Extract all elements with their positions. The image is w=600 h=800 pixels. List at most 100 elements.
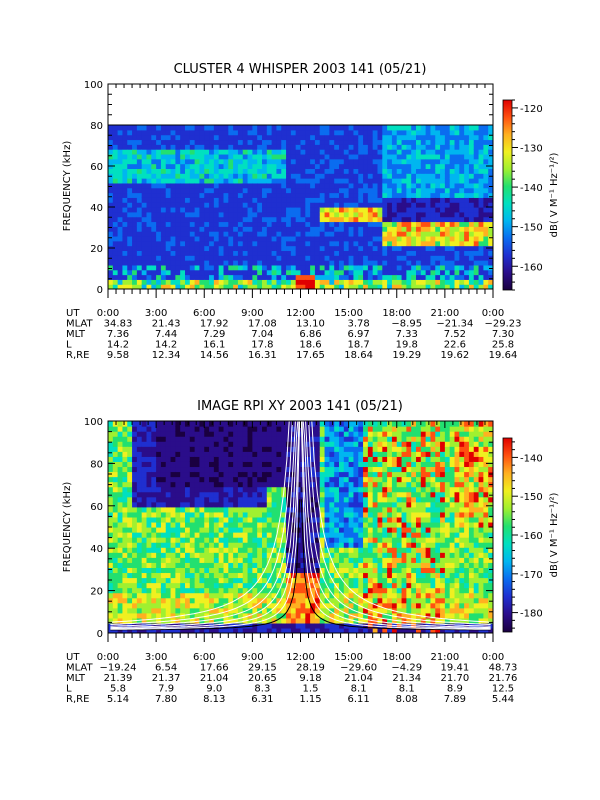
spectrogram-cell (252, 567, 258, 574)
spectrogram-cell (136, 456, 143, 462)
spectrogram-cell (276, 207, 282, 213)
spectrogram-cell (156, 587, 162, 594)
spectrogram-cell (358, 149, 364, 155)
spectrogram-cell (430, 255, 436, 261)
spectrogram-cell (218, 153, 225, 160)
spectrogram-cell (257, 187, 263, 194)
spectrogram-cell (300, 431, 306, 437)
spectrogram-cell (440, 173, 446, 179)
spectrogram-cell (194, 216, 201, 223)
spectrogram-cell (141, 456, 148, 462)
spectrogram-cell (473, 235, 480, 242)
spectrogram-cell (257, 446, 263, 452)
spectrogram-cell (406, 153, 412, 160)
spectrogram-cell (117, 511, 124, 518)
spectrogram-cell (151, 202, 157, 208)
spectrogram-cell (257, 245, 263, 252)
spectrogram-cell (122, 627, 128, 633)
spectrogram-cell (300, 567, 306, 574)
spectrogram-cell (132, 284, 138, 289)
spectrogram-cell (112, 597, 119, 604)
spectrogram-cell (156, 461, 162, 468)
spectrogram-cell (348, 279, 355, 285)
spectrogram-cell (242, 163, 249, 170)
spectrogram-cell (247, 431, 253, 437)
spectrogram-cell (459, 207, 465, 213)
spectrogram-cell (468, 187, 475, 194)
spectrogram-cell (108, 264, 114, 271)
spectrogram-cell (242, 168, 249, 174)
spectrogram-cell (175, 577, 181, 584)
spectrogram-cell (132, 245, 138, 252)
spectrogram-cell (170, 436, 176, 442)
spectrogram-cell (353, 274, 359, 280)
spectrogram-cell (199, 592, 205, 599)
spectrogram-cell (141, 139, 148, 145)
spectrogram-cell (430, 216, 436, 223)
spectrogram-cell (416, 144, 422, 150)
spectrogram-cell (180, 255, 186, 261)
spectrogram-cell (136, 178, 143, 184)
spectrogram-cell (112, 207, 119, 213)
spectrogram-cell (199, 235, 205, 242)
spectrogram-cell (213, 250, 220, 256)
spectrogram-cell (180, 264, 186, 271)
spectrogram-cell (459, 197, 465, 203)
spectrogram-cell (112, 496, 119, 503)
spectrogram-cell (464, 269, 470, 276)
spectrogram-cell (247, 461, 253, 468)
spectrogram-cell (358, 235, 364, 242)
spectrogram-cell (372, 269, 379, 276)
spectrogram-cell (242, 592, 249, 599)
spectrogram-cell (189, 587, 196, 594)
spectrogram-cell (286, 264, 292, 271)
spectrogram-cell (189, 527, 196, 533)
spectrogram-cell (185, 521, 191, 528)
spectrogram-cell (156, 158, 162, 165)
spectrogram-cell (310, 211, 316, 218)
spectrogram-cell (478, 264, 484, 271)
spectrogram-cell (310, 587, 316, 594)
spectrogram-cell (132, 274, 138, 280)
spectrogram-cell (286, 602, 292, 609)
spectrogram-cell (204, 537, 210, 543)
spectrogram-cell (185, 471, 191, 478)
spectrogram-cell (237, 496, 244, 503)
spectrogram-cell (334, 134, 340, 141)
spectrogram-cell (170, 592, 176, 599)
spectrogram-cell (348, 231, 355, 237)
spectrogram-cell (449, 279, 456, 285)
spectrogram-cell (122, 163, 128, 170)
spectrogram-cell (382, 231, 388, 237)
spectrogram-cell (377, 129, 383, 136)
spectrogram-cell (406, 163, 412, 170)
spectrogram-cell (454, 187, 460, 194)
spectrogram-cell (406, 240, 412, 247)
spectrogram-cell (387, 231, 393, 237)
spectrogram-cell (228, 221, 234, 227)
spectrogram-cell (425, 192, 432, 198)
spectrogram-cell (295, 269, 302, 276)
spectrogram-cell (339, 612, 345, 619)
spectrogram-cell (425, 216, 432, 223)
spectrogram-cell (146, 231, 152, 237)
spectrogram-cell (213, 436, 220, 442)
spectrogram-cell (329, 182, 335, 189)
spectrogram-cell (271, 592, 278, 599)
spectrogram-cell (132, 572, 138, 579)
spectrogram-cell (363, 144, 369, 150)
spectrogram-cell (156, 532, 162, 538)
spectrogram-cell (112, 617, 119, 624)
spectrogram-cell (136, 129, 143, 136)
spectrogram-cell (271, 240, 278, 247)
spectrogram-cell (213, 125, 220, 131)
spectrogram-cell (314, 216, 321, 223)
spectrogram-cell (348, 255, 355, 261)
spectrogram-cell (300, 612, 306, 619)
spectrogram-cell (420, 240, 427, 247)
spectrogram-cell (252, 245, 258, 252)
spectrogram-cell (233, 231, 239, 237)
spectrogram-cell (122, 562, 128, 568)
spectrogram-cell (305, 537, 311, 543)
spectrogram-cell (334, 421, 340, 427)
